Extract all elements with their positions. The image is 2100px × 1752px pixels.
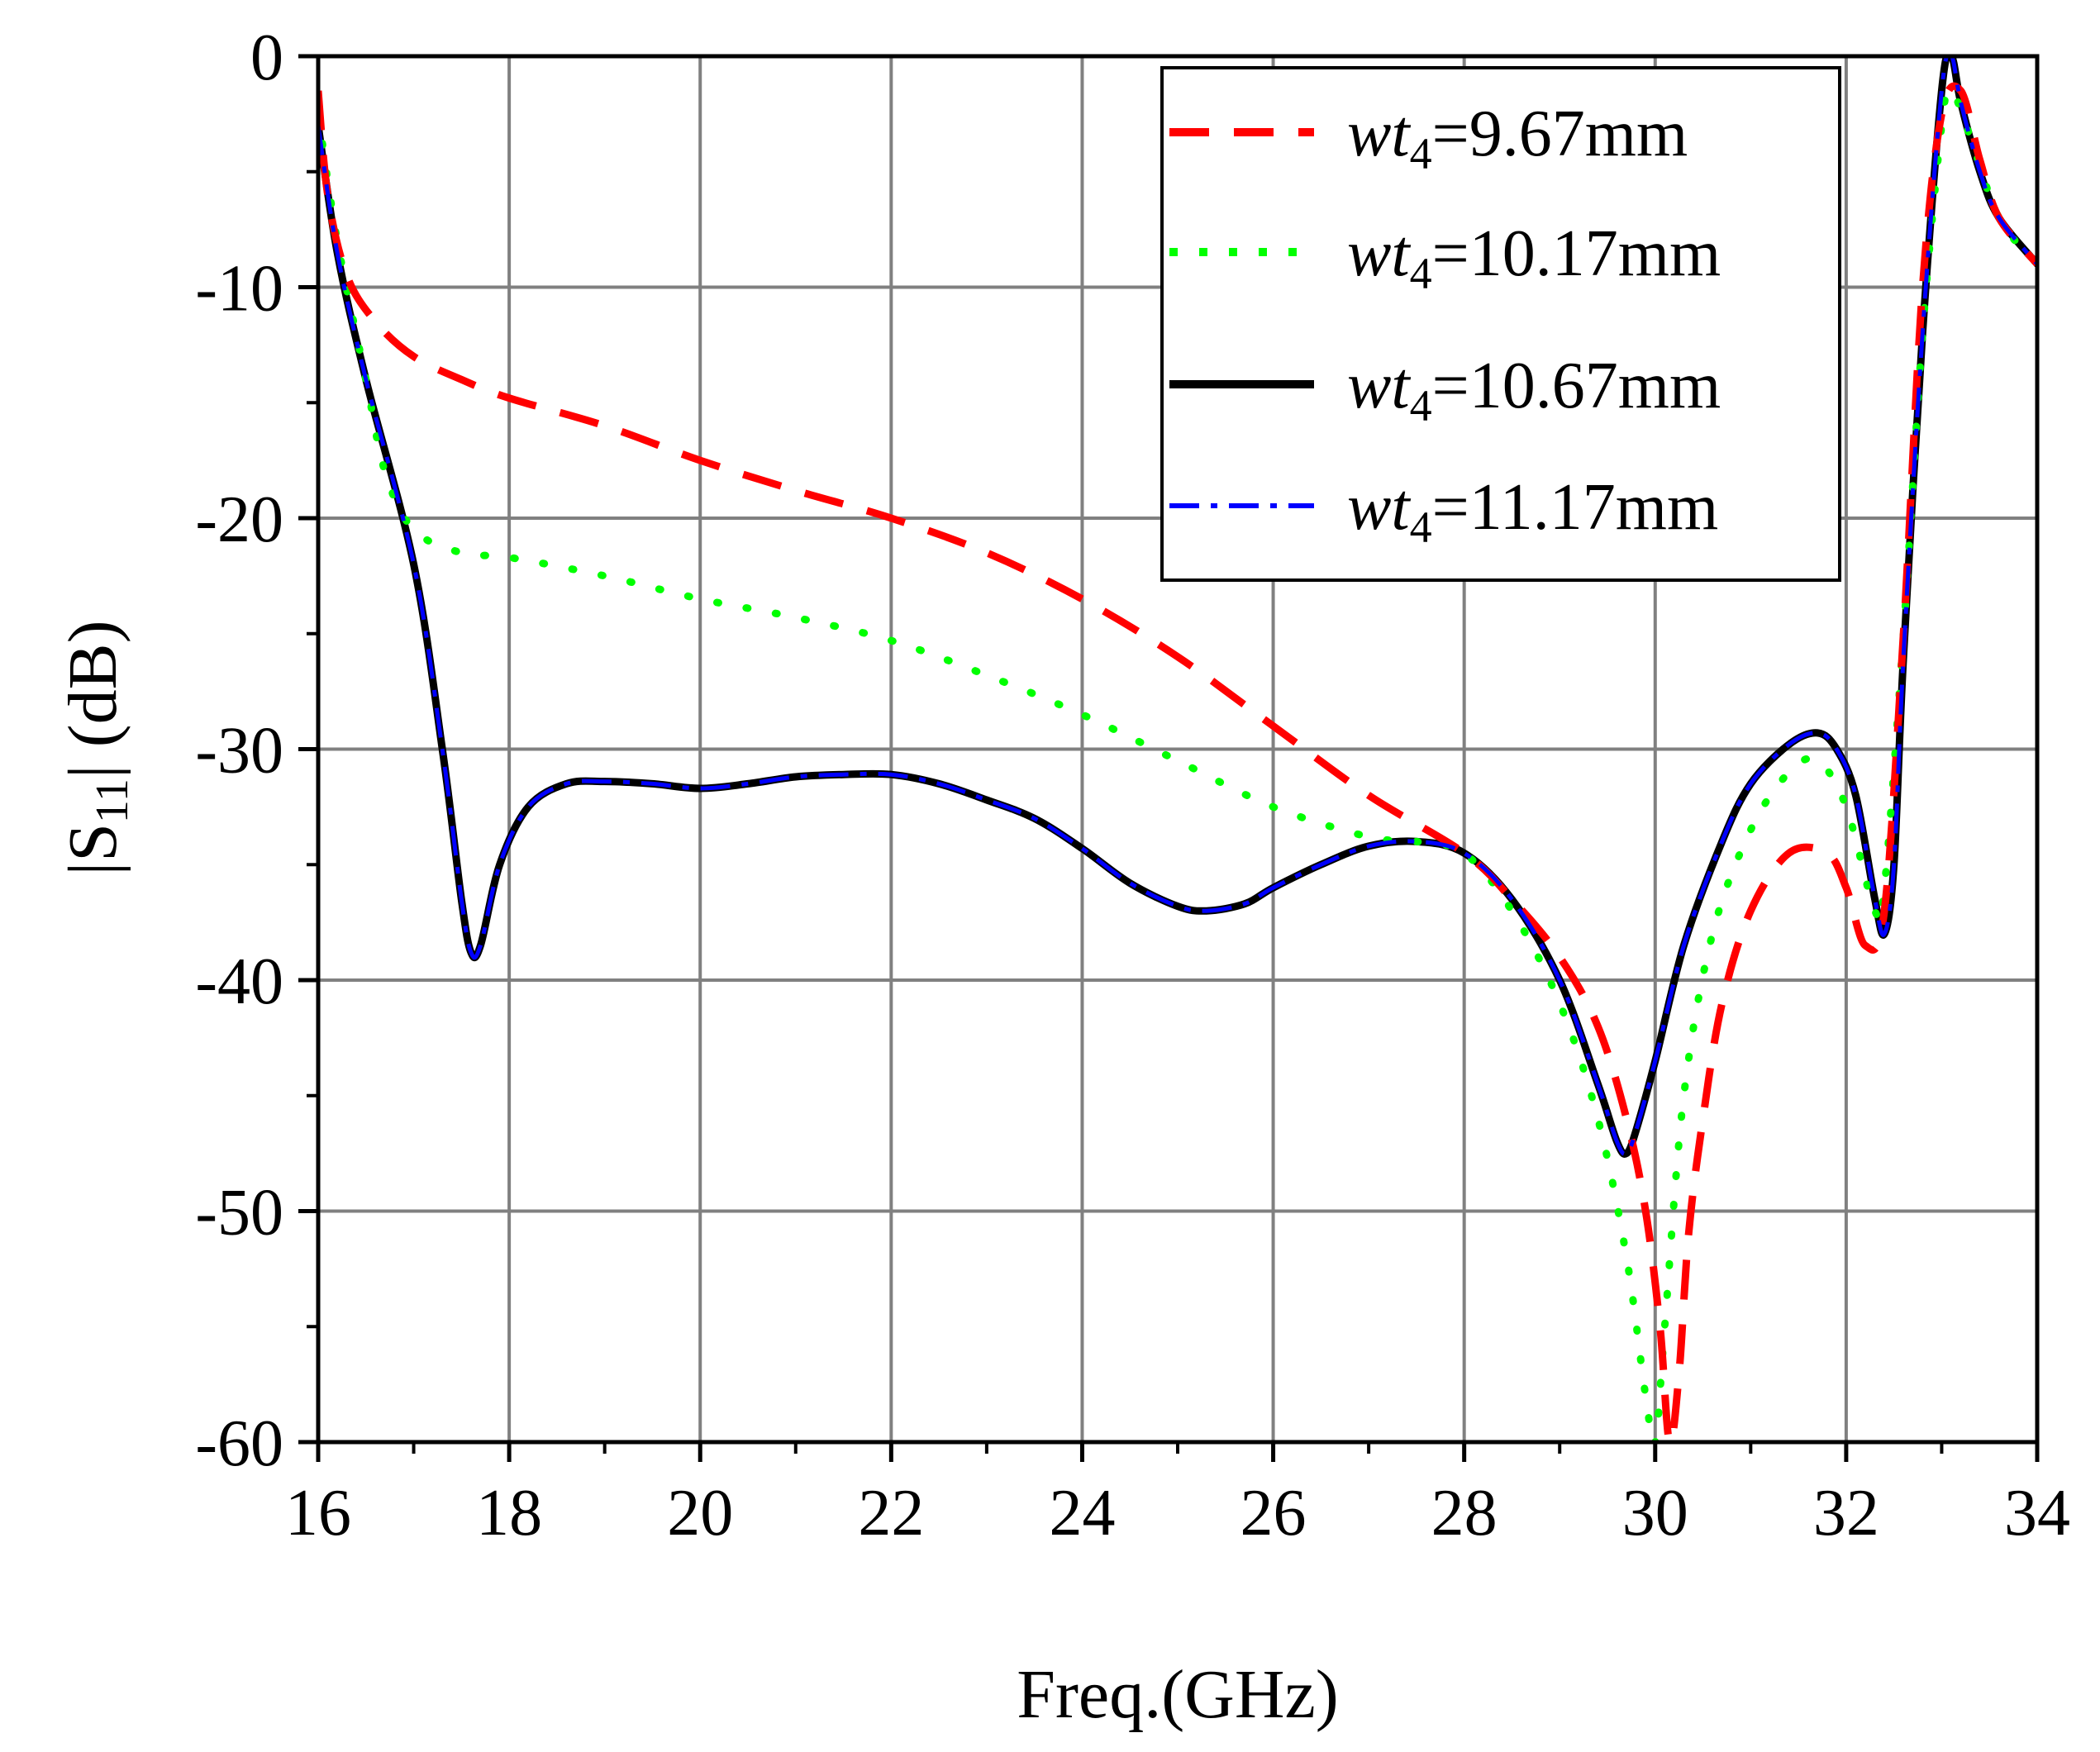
x-tick-labels: 16 18 20 22 24 26 28 30 32 34: [285, 1477, 2070, 1550]
legend-box: [1160, 66, 1841, 582]
y-axis-title-suffix: | (dB): [55, 620, 131, 778]
y-tick-label: -30: [195, 715, 283, 788]
y-axis-title-subscript: 11: [87, 778, 138, 823]
legend-label-11-17mm: wt4=11.17mm: [1347, 471, 1718, 552]
legend-label-10-67mm: wt4=10.67mm: [1347, 350, 1721, 431]
series-line-9-67mm: [318, 82, 2037, 1442]
series-line-10-17mm: [318, 86, 2037, 1442]
x-tick-label: 28: [1431, 1477, 1498, 1550]
y-tick-label: -10: [195, 253, 283, 326]
x-tick-label: 30: [1622, 1477, 1688, 1550]
series-layer: [318, 56, 2037, 1442]
y-tick-label: -20: [195, 483, 283, 556]
series-line-11-17mm: [318, 56, 2037, 1156]
y-axis-title: |S11| (dB): [55, 620, 138, 875]
x-axis-title: Freq.(GHz): [1017, 1656, 1339, 1733]
tick-marks: [298, 54, 2040, 1462]
y-tick-label: 0: [250, 21, 283, 94]
y-tick-label: -50: [195, 1177, 283, 1250]
x-tick-label: 26: [1240, 1477, 1307, 1550]
x-tick-label: 22: [858, 1477, 924, 1550]
x-tick-label: 32: [1813, 1477, 1879, 1550]
legend-label-10-17mm: wt4=10.17mm: [1347, 217, 1721, 298]
y-tick-labels: 0 -10 -20 -30 -40 -50 -60: [195, 21, 283, 1480]
y-tick-label: -40: [195, 945, 283, 1018]
legend-label-9-67mm: wt4=9.67mm: [1347, 98, 1688, 179]
x-tick-label: 24: [1049, 1477, 1115, 1550]
x-tick-label: 20: [667, 1477, 733, 1550]
y-axis-title-prefix: |S: [55, 823, 131, 876]
x-tick-label: 18: [476, 1477, 542, 1550]
x-tick-label: 16: [285, 1477, 351, 1550]
x-tick-label: 34: [2004, 1477, 2070, 1550]
legend: wt4=9.67mm wt4=10.17mm wt4=10.67mm wt4=1…: [1160, 66, 1841, 582]
y-tick-label: -60: [195, 1407, 283, 1480]
